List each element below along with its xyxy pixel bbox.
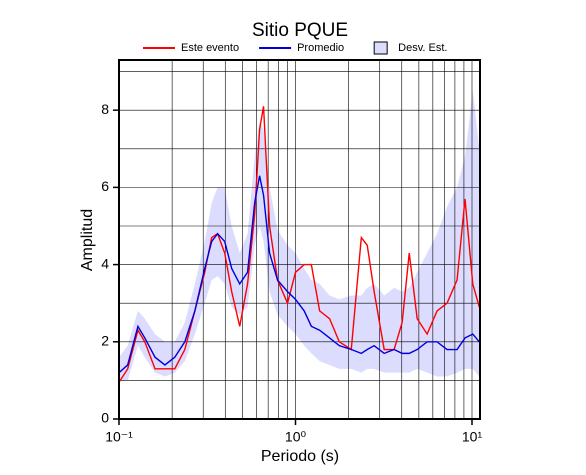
y-axis-label: Amplitud xyxy=(79,209,96,271)
x-tick-label: 10⁰ xyxy=(285,429,307,445)
series-line xyxy=(118,106,480,383)
y-tick-label: 0 xyxy=(101,410,109,426)
series-line xyxy=(118,175,480,374)
y-tick-label: 6 xyxy=(101,178,109,194)
x-tick-label: 10⁻¹ xyxy=(105,429,133,445)
x-axis-label: Periodo (s) xyxy=(261,448,339,465)
x-tick-label: 10¹ xyxy=(462,429,483,445)
y-tick-label: 2 xyxy=(101,332,109,348)
y-tick-label: 8 xyxy=(101,101,109,117)
legend-label: Desv. Est. xyxy=(398,42,447,54)
std-band xyxy=(119,90,480,381)
plot-frame xyxy=(118,59,481,420)
legend-label: Promedio xyxy=(297,42,344,54)
chart-title: Sitio PQUE xyxy=(252,20,348,41)
legend-swatch xyxy=(373,41,388,55)
legend-label: Este evento xyxy=(181,42,239,54)
y-tick-label: 4 xyxy=(101,255,109,271)
